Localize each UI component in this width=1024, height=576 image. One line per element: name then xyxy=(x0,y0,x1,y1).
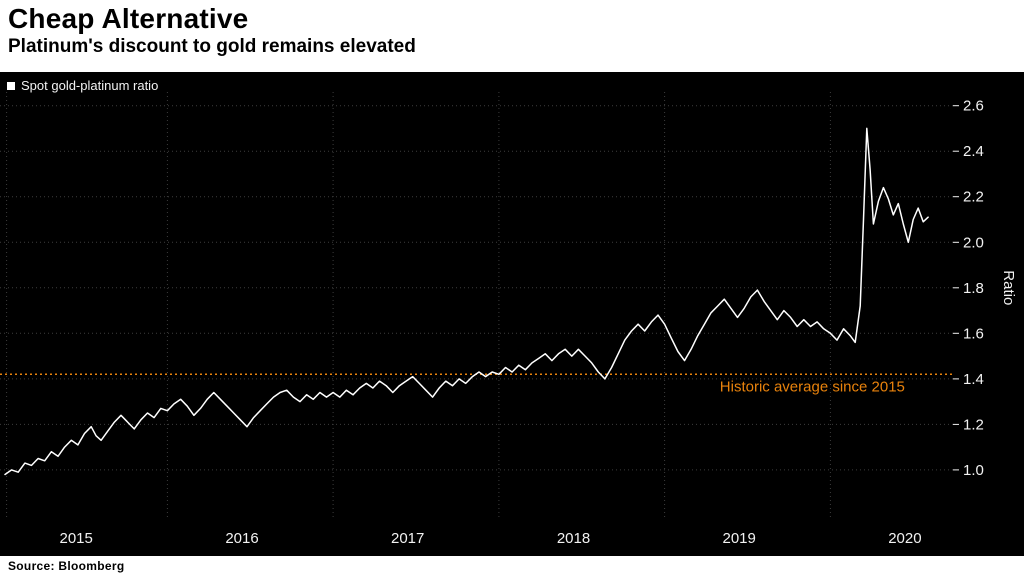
svg-text:1.4: 1.4 xyxy=(963,371,984,388)
svg-text:2020: 2020 xyxy=(888,530,921,547)
svg-text:2015: 2015 xyxy=(60,530,93,547)
legend-label: Spot gold-platinum ratio xyxy=(21,78,159,93)
chart-area: Spot gold-platinum ratio Historic averag… xyxy=(0,72,1024,556)
svg-text:2.6: 2.6 xyxy=(963,98,984,115)
svg-text:2.0: 2.0 xyxy=(963,234,984,251)
chart-title: Cheap Alternative xyxy=(8,3,249,34)
svg-text:2017: 2017 xyxy=(391,530,424,547)
svg-text:2.2: 2.2 xyxy=(963,189,984,206)
chart-subtitle: Platinum's discount to gold remains elev… xyxy=(8,35,416,57)
svg-text:1.0: 1.0 xyxy=(963,462,984,479)
svg-text:Historic average since 2015: Historic average since 2015 xyxy=(720,378,905,395)
gold-platinum-ratio-line-chart: Historic average since 2015 1.0 1.2 1.4 1.6 1… xyxy=(0,92,1017,547)
legend-swatch-icon xyxy=(7,81,15,90)
legend: Spot gold-platinum ratio xyxy=(7,78,158,93)
svg-text:2018: 2018 xyxy=(557,530,590,547)
svg-text:2019: 2019 xyxy=(723,530,756,547)
svg-text:Ratio: Ratio xyxy=(1000,270,1017,305)
svg-text:1.6: 1.6 xyxy=(963,325,984,342)
chart-header: Cheap Alternative Platinum's discount to… xyxy=(0,0,1024,72)
svg-text:1.2: 1.2 xyxy=(963,416,984,433)
svg-text:1.8: 1.8 xyxy=(963,280,984,297)
chart-footer: Source: Bloomberg xyxy=(0,556,1024,576)
source-label: Source: Bloomberg xyxy=(8,559,125,573)
svg-text:2.4: 2.4 xyxy=(963,143,984,160)
svg-text:2016: 2016 xyxy=(225,530,258,547)
